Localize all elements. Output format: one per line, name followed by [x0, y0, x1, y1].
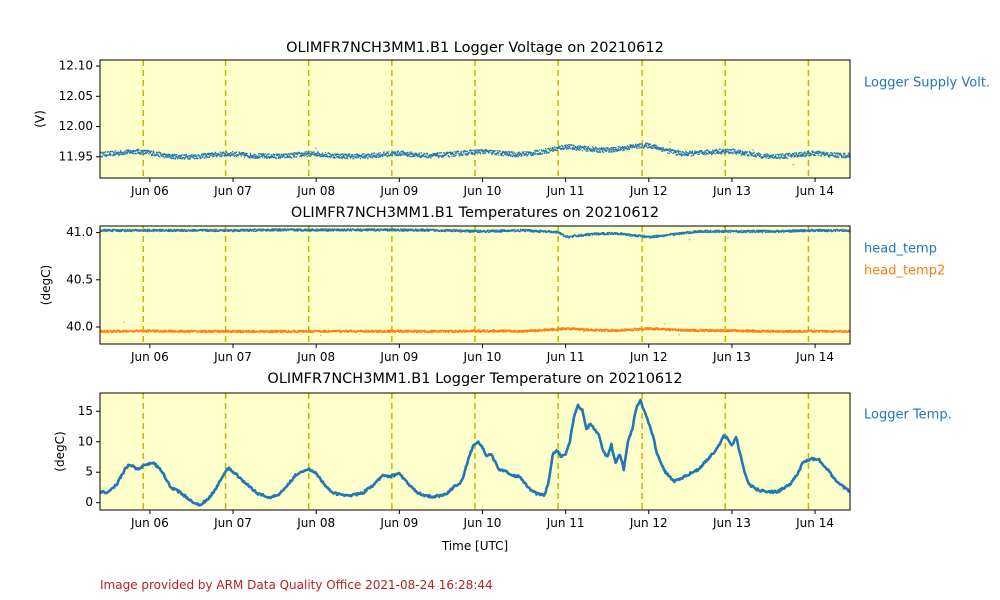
series-outlier-point: [319, 334, 322, 337]
x-tick-label: Jun 09: [379, 350, 418, 364]
chart-title: OLIMFR7NCH3MM1.B1 Logger Voltage on 2021…: [286, 40, 664, 56]
x-tick-label: Jun 13: [712, 184, 751, 198]
x-tick-label: Jun 10: [463, 184, 502, 198]
y-tick-label: 12.00: [59, 119, 93, 133]
x-tick-label: Jun 07: [213, 516, 252, 530]
series-outlier-point: [726, 237, 729, 239]
chart-title: OLIMFR7NCH3MM1.B1 Logger Temperature on …: [267, 371, 682, 387]
x-tick-label: Jun 11: [546, 350, 585, 364]
legend-label-head-temp2: head_temp2: [864, 264, 945, 279]
x-tick-label: Jun 10: [463, 350, 502, 364]
x-tick-label: Jun 06: [130, 516, 169, 530]
plot-background: [100, 393, 850, 510]
x-tick-label: Jun 13: [712, 350, 751, 364]
panel-1: Logger Supply Volt. 11.95 12.00 12.05 12.10 J…: [33, 40, 990, 198]
x-tick-label: Jun 09: [379, 184, 418, 198]
legend-label-logger-temp-: Logger Temp.: [864, 408, 952, 423]
y-tick-label: 0: [85, 495, 93, 509]
footer-credit: Image provided by ARM Data Quality Offic…: [100, 578, 493, 592]
series-outlier-point: [721, 222, 723, 224]
legend-label-head-temp: head_temp: [864, 242, 937, 257]
series-points-head-temp: [100, 228, 850, 239]
x-tick-label: Jun 06: [130, 184, 169, 198]
y-tick-label: 12.05: [59, 89, 93, 103]
x-tick-label: Jun 07: [213, 350, 252, 364]
series-points-head-temp2: [100, 326, 850, 334]
x-tick-label: Jun 13: [712, 516, 751, 530]
y-tick-label: 40.5: [66, 272, 93, 286]
y-tick-label: 41.0: [66, 225, 93, 239]
series-outlier-point: [123, 321, 126, 323]
series-outlier-point: [688, 238, 691, 241]
plot-area: [100, 398, 850, 507]
x-tick-label: Jun 11: [546, 516, 585, 530]
x-tick-label: Jun 08: [296, 350, 335, 364]
x-tick-label: Jun 06: [130, 350, 169, 364]
y-axis-label: (degC): [39, 265, 53, 305]
y-tick-label: 5: [85, 465, 93, 479]
panel-3: Logger Temp. 0 5 10 15 Jun 06 Jun 07 Jun 08 Jun …: [53, 371, 952, 553]
series-outlier-point: [444, 230, 447, 233]
x-tick-label: Jun 14: [795, 184, 834, 198]
series-outlier-point: [678, 334, 680, 336]
x-tick-label: Jun 07: [213, 184, 252, 198]
x-tick-label: Jun 12: [629, 350, 668, 364]
plot-frame: [99, 59, 851, 179]
legend-label-logger-supply-volt-: Logger Supply Volt.: [864, 76, 990, 91]
series-outlier-point: [582, 330, 585, 333]
x-tick-label: Jun 14: [795, 516, 834, 530]
series-outlier-point: [155, 151, 158, 153]
panel-2: head_temp head_temp2 40.0 40.5 41.0 Jun 06 Jun…: [39, 205, 945, 364]
x-tick-label: Jun 12: [629, 184, 668, 198]
y-axis-label: (degC): [53, 431, 67, 471]
series-outlier-point: [792, 163, 795, 166]
x-tick-label: Jun 08: [296, 184, 335, 198]
plot-background: [100, 60, 850, 178]
x-tick-label: Jun 08: [296, 516, 335, 530]
series-outlier-point: [592, 150, 595, 152]
x-axis-label: Time [UTC]: [441, 539, 508, 553]
x-tick-label: Jun 09: [379, 516, 418, 530]
series-outlier-point: [479, 328, 481, 330]
y-tick-label: 40.0: [66, 320, 93, 334]
y-tick-label: 11.95: [59, 149, 93, 163]
plot-area: [100, 222, 850, 337]
series-outlier-point: [669, 141, 671, 144]
y-tick-label: 15: [78, 404, 93, 418]
x-tick-label: Jun 14: [795, 350, 834, 364]
y-tick-label: 12.10: [59, 59, 93, 73]
series-outlier-point: [663, 323, 666, 325]
series-outlier-point: [315, 147, 317, 150]
x-tick-label: Jun 12: [629, 516, 668, 530]
y-axis-label: (V): [33, 110, 47, 128]
plot-frame: [99, 392, 851, 511]
plot-frame: [99, 225, 851, 345]
y-tick-label: 10: [78, 434, 93, 448]
chart-title: OLIMFR7NCH3MM1.B1 Temperatures on 202106…: [291, 205, 659, 221]
x-tick-label: Jun 10: [463, 516, 502, 530]
x-tick-label: Jun 11: [546, 184, 585, 198]
series-line-logger-temp-: [100, 398, 850, 507]
plot-background: [100, 226, 850, 344]
series-points-logger-supply-volt-: [100, 142, 850, 160]
series-outlier-point: [752, 149, 754, 151]
plot-area: [100, 141, 850, 166]
